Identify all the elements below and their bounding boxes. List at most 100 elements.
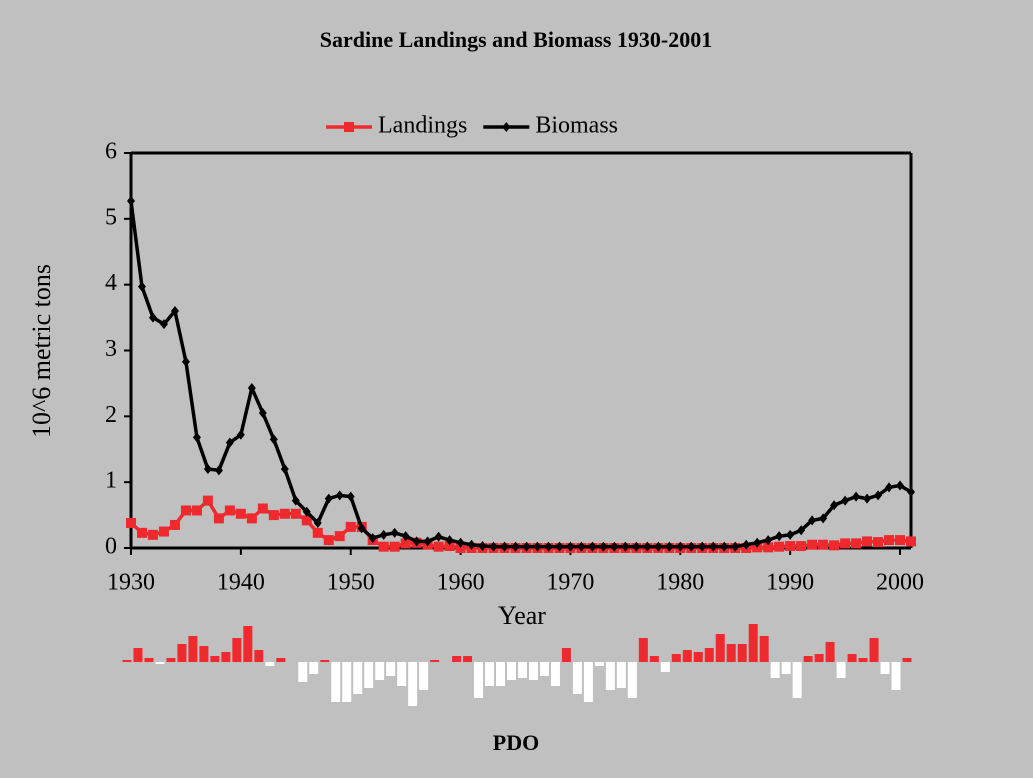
y-tick-label: 3 [105, 336, 117, 362]
x-tick-label: 1990 [766, 570, 814, 596]
marker [863, 493, 872, 504]
marker [203, 464, 212, 474]
pdo-bar [572, 662, 582, 694]
pdo-title: PDO [493, 730, 539, 755]
marker [709, 541, 718, 552]
marker [840, 538, 851, 549]
y-tick-label: 4 [105, 270, 117, 296]
marker [379, 529, 388, 540]
marker [720, 541, 729, 552]
pdo-bar [616, 662, 626, 688]
pdo-bar [748, 624, 758, 662]
pdo-bar [561, 648, 571, 662]
marker [797, 525, 806, 536]
pdo-bar [649, 656, 659, 662]
pdo-bar [320, 660, 330, 662]
marker [533, 541, 542, 552]
marker [169, 519, 180, 530]
marker [357, 523, 366, 534]
marker [455, 543, 466, 553]
y-tick-label: 5 [105, 204, 117, 230]
pdo-bar [781, 662, 791, 674]
marker [852, 491, 861, 502]
x-tick-label: 2000 [876, 570, 924, 596]
pdo-bar [539, 662, 549, 676]
marker [643, 541, 652, 552]
marker [764, 535, 773, 546]
pdo-bar [144, 658, 154, 662]
marker [489, 541, 498, 552]
marker [192, 432, 201, 443]
pdo-bar [528, 662, 538, 680]
pdo-bar [243, 626, 253, 662]
marker [335, 490, 344, 501]
pdo-bar [605, 662, 615, 690]
marker [170, 306, 179, 316]
x-tick-label: 1940 [217, 570, 265, 596]
marker [257, 503, 268, 514]
marker [445, 535, 454, 546]
marker [698, 541, 707, 552]
marker [555, 541, 564, 552]
pdo-bar [430, 660, 440, 662]
marker [478, 541, 487, 552]
pdo-bar [122, 660, 132, 662]
marker [127, 196, 135, 207]
marker [148, 312, 157, 323]
x-tick-label: 1980 [656, 570, 704, 596]
pdo-bar [210, 656, 220, 662]
marker [566, 541, 575, 552]
marker [841, 495, 850, 506]
marker [906, 536, 916, 547]
marker [818, 539, 829, 550]
pdo-bar [353, 662, 363, 694]
marker [610, 541, 619, 552]
legend-label: Landings [378, 113, 467, 139]
marker [577, 541, 586, 552]
marker [763, 542, 774, 553]
marker [687, 541, 696, 552]
pdo-bar [803, 656, 813, 662]
marker [819, 513, 828, 524]
pdo-bar [638, 638, 648, 662]
marker [774, 541, 785, 552]
marker [885, 482, 894, 493]
marker [158, 526, 169, 537]
marker [378, 541, 389, 552]
marker [500, 541, 509, 552]
marker [796, 541, 807, 552]
pdo-bar [507, 662, 517, 680]
marker [301, 515, 312, 526]
pdo-bar [759, 636, 769, 662]
marker [807, 539, 818, 550]
pdo-bar [693, 652, 703, 662]
marker [400, 538, 411, 549]
marker [191, 505, 202, 516]
pdo-bar [517, 662, 527, 678]
marker [544, 541, 553, 552]
marker [423, 536, 432, 547]
marker [268, 510, 279, 521]
marker [246, 513, 257, 524]
y-tick-label: 6 [105, 139, 117, 165]
marker [654, 541, 663, 552]
y-tick-label: 1 [105, 468, 117, 494]
pdo-bar [199, 646, 209, 662]
marker [896, 480, 905, 491]
pdo-bar [221, 652, 231, 662]
pdo-bar [792, 662, 802, 698]
legend-label: Biomass [535, 113, 618, 139]
pdo-bar [463, 656, 473, 662]
pdo-bar [364, 662, 374, 688]
marker [588, 541, 597, 552]
marker [368, 533, 377, 544]
marker [731, 541, 740, 552]
marker [444, 541, 455, 552]
pdo-bar [891, 662, 901, 690]
x-tick-label: 1950 [327, 570, 375, 596]
pdo-bar [496, 662, 506, 686]
marker [346, 491, 355, 502]
marker [180, 505, 191, 516]
pdo-bar [298, 662, 308, 682]
marker [280, 464, 289, 474]
